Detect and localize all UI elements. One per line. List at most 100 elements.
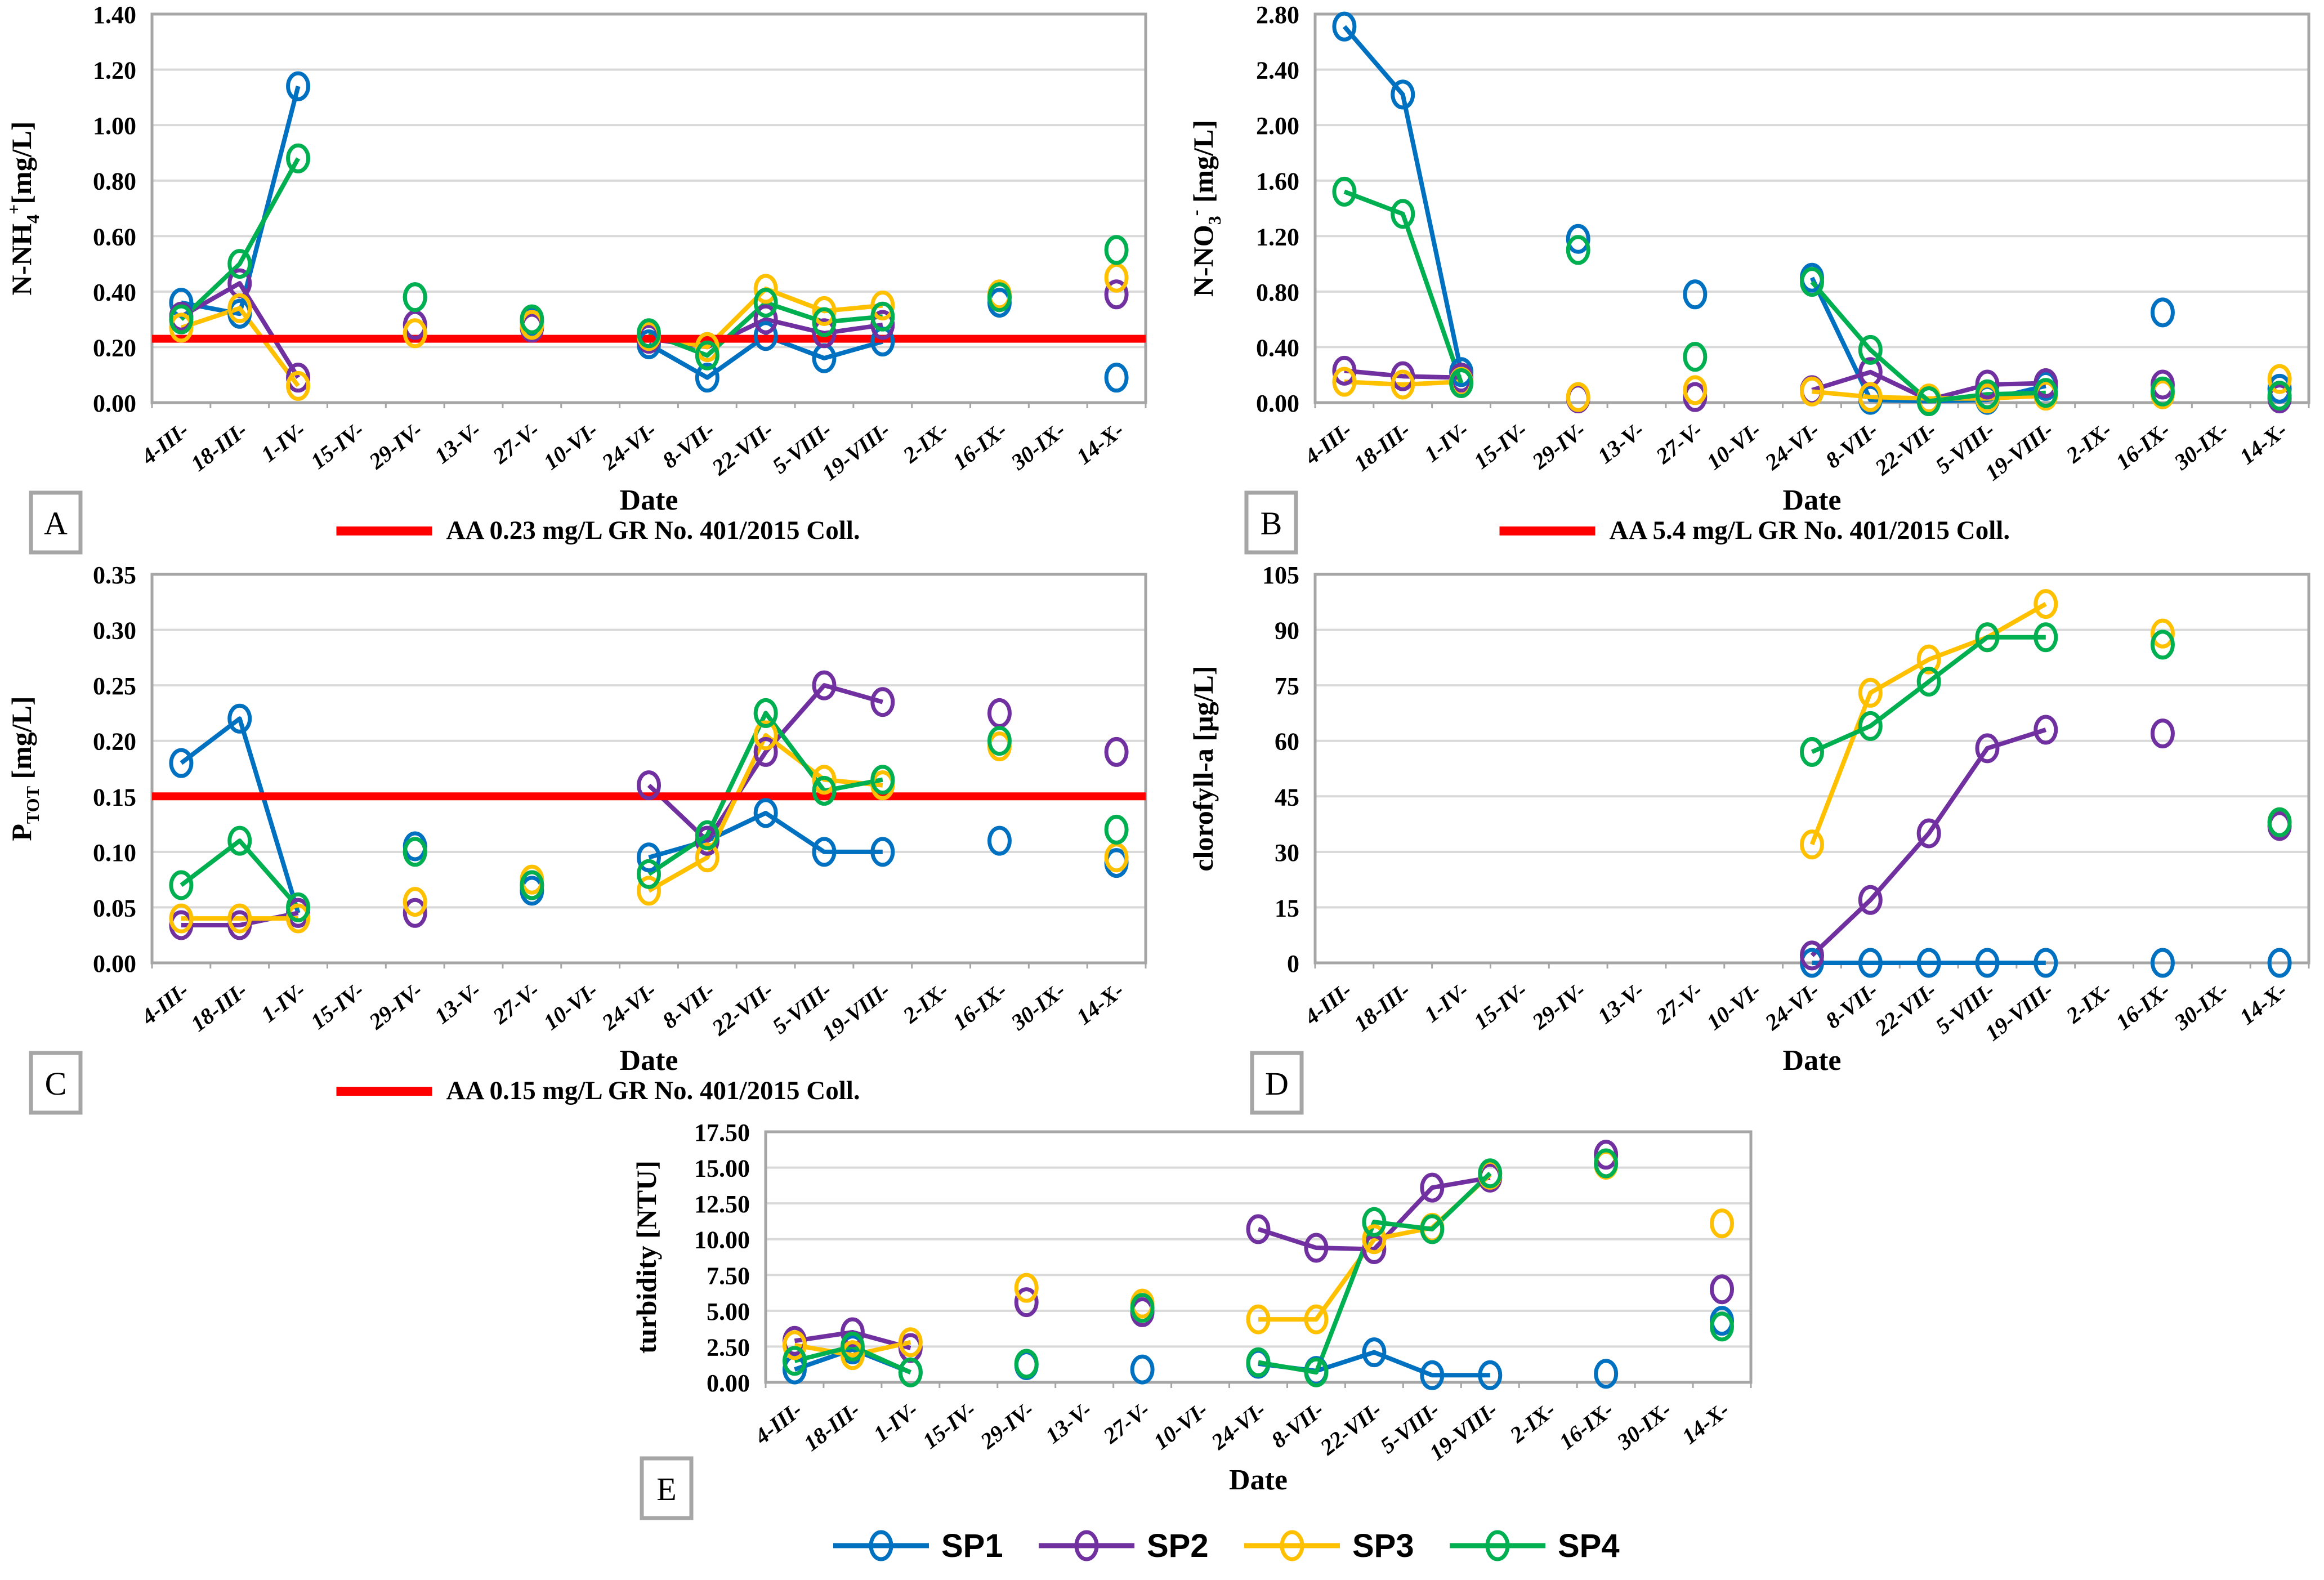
data-point [1710, 1208, 1735, 1239]
data-point [1800, 829, 1824, 860]
data-point [1246, 1214, 1271, 1244]
series-markers-SP4 [1800, 622, 2292, 837]
chart-panel-E: 0.00 2.50 5.00 7.50 10.00 12.50 15.00 17.50 4-II… [631, 1121, 1753, 1564]
y-tick-label: 5.00 [707, 1298, 750, 1325]
x-tick-label: 4-III- [1299, 417, 1356, 470]
panel-letter-box-D [1250, 1051, 1304, 1115]
data-point [1594, 1140, 1619, 1170]
data-point [2150, 948, 2175, 978]
x-tick-label: 29-IV- [1527, 978, 1590, 1035]
y-axis-title: clorofyll-a [µg/L] [1187, 666, 1219, 871]
data-point [1916, 644, 1941, 675]
x-tick-label: 15-IV- [306, 417, 369, 474]
series-line-SP2 [1344, 371, 2280, 400]
data-point [753, 274, 778, 304]
chart-panel-A: 0.00 0.20 0.40 0.60 0.80 1.00 1.20 1.40 4-III-18… [3, 1, 1147, 555]
data-point [1104, 235, 1129, 265]
data-point [1975, 379, 2000, 409]
data-point [1391, 369, 1415, 400]
data-point [1104, 363, 1129, 393]
data-point [812, 837, 837, 867]
x-axis-title: Date [620, 484, 678, 516]
data-point [227, 825, 252, 856]
y-tick-label: 0.40 [93, 279, 136, 306]
data-point [1449, 368, 1474, 398]
data-point [169, 748, 194, 778]
legend-label-SP3: SP3 [1352, 1528, 1414, 1564]
data-point [2034, 715, 2058, 745]
y-tick-label: 0.20 [93, 334, 136, 361]
data-point [870, 291, 895, 320]
y-tick-label: 0.00 [93, 950, 136, 978]
data-point [286, 903, 311, 934]
x-tick-label: 1-IV- [256, 978, 310, 1028]
data-point [1683, 375, 1708, 405]
data-point [1332, 367, 1357, 397]
x-tick-label: 18-III- [1349, 417, 1415, 476]
data-point [1332, 11, 1357, 42]
x-tick-label: 30-IX- [1006, 417, 1070, 475]
series-markers-SP4 [782, 1148, 1735, 1387]
x-tick-label: 13-V- [1040, 1397, 1097, 1449]
x-tick-label: 22-VII- [1870, 417, 1941, 481]
series-line-SP1 [181, 718, 1116, 913]
data-point [1858, 711, 1883, 741]
data-point [286, 892, 311, 922]
data-point [987, 726, 1012, 756]
data-point [2150, 630, 2175, 660]
data-point [870, 301, 895, 332]
data-point [1858, 677, 1883, 708]
data-point [2150, 297, 2175, 328]
series-legend: SP1 SP2 SP3 SP4 [833, 1528, 1620, 1564]
data-point [227, 249, 252, 279]
y-tick-label: 0.05 [93, 894, 136, 922]
y-tick-label: 1.20 [93, 57, 136, 84]
data-point [987, 282, 1012, 313]
x-tick-label: 2-IX- [2061, 978, 2117, 1029]
panel-letter: C [45, 1065, 67, 1102]
data-point [1566, 382, 1590, 412]
panel-letter-box-C [29, 1051, 83, 1115]
x-tick-label: 22-VII- [1315, 1397, 1387, 1461]
x-tick-label: 2-IX- [1505, 1397, 1561, 1448]
y-tick-label: 2.50 [707, 1333, 750, 1361]
panel-letter-box-B [1244, 490, 1298, 555]
y-tick-label: 12.50 [694, 1190, 750, 1218]
data-point [637, 859, 661, 889]
x-tick-label: 1-IV- [256, 417, 310, 467]
x-tick-label: 24-VI- [1760, 978, 1824, 1036]
data-point [1975, 369, 2000, 400]
data-point [227, 293, 252, 323]
data-point [1800, 376, 1824, 407]
y-tick-label: 2.40 [1256, 57, 1299, 84]
x-tick-label: 27-V- [1098, 1397, 1154, 1449]
data-point [1391, 79, 1415, 110]
data-point [753, 321, 778, 351]
data-point [1594, 1148, 1619, 1179]
data-point [1420, 1172, 1445, 1203]
data-point [1916, 386, 1941, 417]
ref-legend-label: AA 0.15 mg/L GR No. 401/2015 Coll. [446, 1076, 860, 1105]
data-point [1566, 235, 1590, 265]
data-point [1683, 342, 1708, 372]
data-point [1566, 224, 1590, 254]
y-axis-title: PTOT [mg/L] [6, 696, 43, 841]
x-tick-label: 16-IX- [2111, 978, 2175, 1036]
data-point [1304, 1304, 1329, 1334]
plot-border [150, 573, 1147, 965]
data-point [1858, 948, 1883, 978]
y-tick-label: 0.10 [93, 839, 136, 867]
data-point [2150, 618, 2175, 649]
x-tick-label: 10-VI- [1702, 417, 1766, 475]
x-axis-title: Date [1783, 484, 1842, 516]
data-point [753, 737, 778, 767]
data-point [870, 837, 895, 867]
data-point [812, 307, 837, 337]
chart-panel-B: 0.00 0.40 0.80 1.20 1.60 2.00 2.40 2.80 4-III-18… [1185, 1, 2310, 555]
data-point [987, 698, 1012, 728]
y-tick-label: 2.80 [1256, 1, 1299, 29]
x-tick-label: 15-IV- [918, 1397, 981, 1454]
data-point [403, 318, 427, 349]
data-point [637, 876, 661, 906]
